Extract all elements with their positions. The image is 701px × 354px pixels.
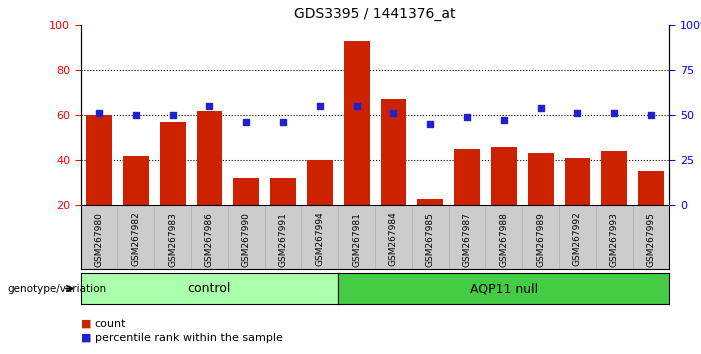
Bar (123, 156, 149, 205)
Text: percentile rank within the sample: percentile rank within the sample (95, 333, 283, 343)
Text: genotype/variation: genotype/variation (7, 284, 106, 293)
Bar (196, 110, 222, 205)
Point (314, 103, 325, 109)
Bar (417, 199, 443, 205)
Bar (491, 147, 517, 205)
Text: GSM267990: GSM267990 (242, 212, 251, 267)
Text: GSM267989: GSM267989 (536, 212, 545, 267)
Text: count: count (95, 319, 126, 329)
Text: GSM267995: GSM267995 (646, 212, 655, 267)
Text: GSM267987: GSM267987 (463, 212, 472, 267)
Text: GSM267984: GSM267984 (389, 212, 398, 267)
Text: GSM267992: GSM267992 (573, 212, 582, 267)
Text: AQP11 null: AQP11 null (470, 282, 538, 295)
Bar (270, 178, 296, 205)
Bar (233, 178, 259, 205)
Point (535, 105, 546, 111)
Text: GSM267981: GSM267981 (352, 212, 361, 267)
Bar (601, 151, 627, 205)
Text: GSM267982: GSM267982 (131, 212, 140, 267)
Point (425, 121, 436, 127)
Bar (307, 160, 333, 205)
Text: ■: ■ (81, 319, 91, 329)
Point (351, 103, 362, 109)
Text: GSM267991: GSM267991 (278, 212, 287, 267)
Text: GSM267994: GSM267994 (315, 212, 325, 267)
Title: GDS3395 / 1441376_at: GDS3395 / 1441376_at (294, 7, 456, 21)
Bar (160, 122, 186, 205)
Point (498, 117, 510, 122)
Point (278, 119, 289, 125)
Point (646, 112, 657, 118)
Text: GSM267980: GSM267980 (95, 212, 104, 267)
Point (608, 110, 620, 116)
Point (572, 110, 583, 116)
Point (461, 114, 472, 120)
Text: GSM267988: GSM267988 (499, 212, 508, 267)
Point (388, 110, 399, 116)
Text: ■: ■ (81, 333, 91, 343)
Text: GSM267993: GSM267993 (610, 212, 619, 267)
Point (130, 112, 142, 118)
Text: control: control (188, 282, 231, 295)
Text: GSM267985: GSM267985 (426, 212, 435, 267)
Text: GSM267986: GSM267986 (205, 212, 214, 267)
Point (93, 110, 104, 116)
Bar (638, 171, 664, 205)
Bar (343, 41, 369, 205)
Text: GSM267983: GSM267983 (168, 212, 177, 267)
Bar (86, 115, 112, 205)
Bar (454, 149, 480, 205)
Bar (564, 158, 590, 205)
Bar (381, 99, 407, 205)
Point (167, 112, 178, 118)
Point (204, 103, 215, 109)
Bar (528, 153, 554, 205)
Point (240, 119, 252, 125)
